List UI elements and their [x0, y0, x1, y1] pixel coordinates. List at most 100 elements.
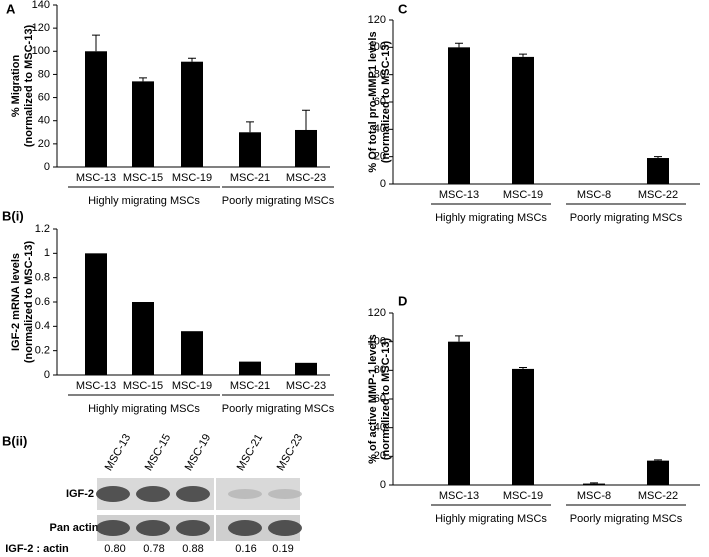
x-tick-label: MSC-15: [123, 172, 163, 184]
group-label: Highly migrating MSCs: [435, 212, 547, 224]
x-tick-label: MSC-13: [439, 490, 479, 502]
blot-divider: [214, 515, 216, 541]
y-tick-label: 40: [374, 123, 386, 135]
row-label: IGF-2: [66, 488, 94, 500]
y-tick-label: 0: [380, 178, 386, 190]
y-tick-label: 100: [368, 336, 386, 348]
bar: [295, 362, 317, 375]
ratio-value: 0.78: [143, 543, 164, 555]
group-label: Poorly migrating MSCs: [570, 212, 683, 224]
ratio-value: 0.80: [104, 543, 125, 555]
y-axis-label: (normalized to MSC-13): [23, 241, 35, 364]
x-tick-label: MSC-22: [638, 189, 678, 201]
group-label: Highly migrating MSCs: [435, 513, 547, 525]
blot-band: [268, 489, 302, 499]
x-tick-label: MSC-23: [286, 172, 326, 184]
y-tick-label: 140: [32, 0, 50, 11]
bar: [647, 460, 669, 485]
error-bar: [455, 335, 463, 342]
panel-label: B(ii): [2, 433, 27, 448]
y-tick-label: 0.4: [35, 320, 50, 332]
x-tick-label: MSC-21: [230, 380, 270, 392]
error-bar: [519, 53, 527, 57]
y-tick-label: 0: [44, 161, 50, 173]
bar: [583, 483, 605, 485]
y-tick-label: 40: [38, 115, 50, 127]
y-tick-label: 60: [38, 91, 50, 103]
panel-label: C: [398, 1, 408, 16]
bar: [448, 47, 470, 185]
group-label: Poorly migrating MSCs: [222, 195, 335, 207]
y-tick-label: 20: [374, 450, 386, 462]
y-tick-label: 80: [374, 69, 386, 81]
y-tick-label: 40: [374, 422, 386, 434]
y-tick-label: 120: [32, 22, 50, 34]
bar: [512, 368, 534, 485]
panel-label: A: [6, 1, 16, 16]
blot-band: [96, 520, 130, 536]
y-tick-label: 120: [368, 14, 386, 26]
y-tick-label: 20: [374, 151, 386, 163]
x-tick-label: MSC-23: [286, 380, 326, 392]
blot-band: [96, 486, 130, 502]
y-tick-label: 0: [44, 369, 50, 381]
bar: [132, 81, 154, 167]
y-tick-label: 0.2: [35, 345, 50, 357]
x-tick-label: MSC-8: [577, 189, 611, 201]
y-tick-label: 100: [368, 41, 386, 53]
error-bar: [188, 57, 196, 62]
group-label: Poorly migrating MSCs: [570, 513, 683, 525]
x-tick-label: MSC-13: [76, 172, 116, 184]
x-tick-label: MSC-19: [172, 380, 212, 392]
error-bar: [590, 482, 598, 484]
panel-label: D: [398, 293, 407, 308]
group-label: Poorly migrating MSCs: [222, 403, 335, 415]
blot-divider: [214, 478, 216, 510]
bar: [512, 56, 534, 184]
bar: [239, 132, 261, 167]
lane-label: MSC-19: [183, 432, 214, 473]
blot-band: [268, 520, 302, 536]
y-tick-label: 0.6: [35, 296, 50, 308]
error-bar: [455, 42, 463, 48]
y-tick-label: 100: [32, 45, 50, 57]
x-tick-label: MSC-19: [503, 490, 543, 502]
x-tick-label: MSC-13: [76, 380, 116, 392]
group-label: Highly migrating MSCs: [88, 403, 200, 415]
error-bar: [139, 77, 147, 82]
blot-band: [176, 486, 210, 502]
y-axis-label: (normalized to MSC-13): [23, 25, 35, 148]
bar: [85, 51, 107, 167]
x-tick-label: MSC-19: [172, 172, 212, 184]
blot-band: [136, 486, 170, 502]
y-axis-label: (normalized to MSC-13): [380, 41, 392, 164]
x-tick-label: MSC-15: [123, 380, 163, 392]
error-bar: [246, 121, 254, 133]
y-tick-label: 120: [368, 307, 386, 319]
x-tick-label: MSC-19: [503, 189, 543, 201]
x-tick-label: MSC-8: [577, 490, 611, 502]
bar: [239, 361, 261, 375]
error-bar: [302, 109, 310, 130]
y-tick-label: 1: [44, 247, 50, 259]
y-tick-label: 60: [374, 393, 386, 405]
panel-label: B(i): [2, 208, 24, 223]
error-bar: [92, 34, 100, 52]
row-label: Pan actin: [50, 522, 99, 534]
bar: [181, 331, 203, 375]
error-bar: [519, 366, 527, 369]
y-axis-label: IGF-2 mRNA levels: [10, 253, 22, 351]
x-tick-label: MSC-21: [230, 172, 270, 184]
lane-label: MSC-21: [235, 432, 266, 473]
ratio-value: 0.16: [235, 543, 256, 555]
y-axis-label: % Migration: [10, 55, 22, 118]
ratio-value: 0.88: [182, 543, 203, 555]
y-tick-label: 20: [38, 138, 50, 150]
y-axis-label: (normalized to MSC-13): [380, 338, 392, 461]
y-axis-label: % of active MMP-1 levels: [367, 334, 379, 464]
bar: [295, 129, 317, 167]
ratio-label: IGF-2 : actin: [5, 543, 69, 555]
blot-band: [176, 520, 210, 536]
y-tick-label: 60: [374, 96, 386, 108]
y-tick-label: 1.2: [35, 223, 50, 235]
